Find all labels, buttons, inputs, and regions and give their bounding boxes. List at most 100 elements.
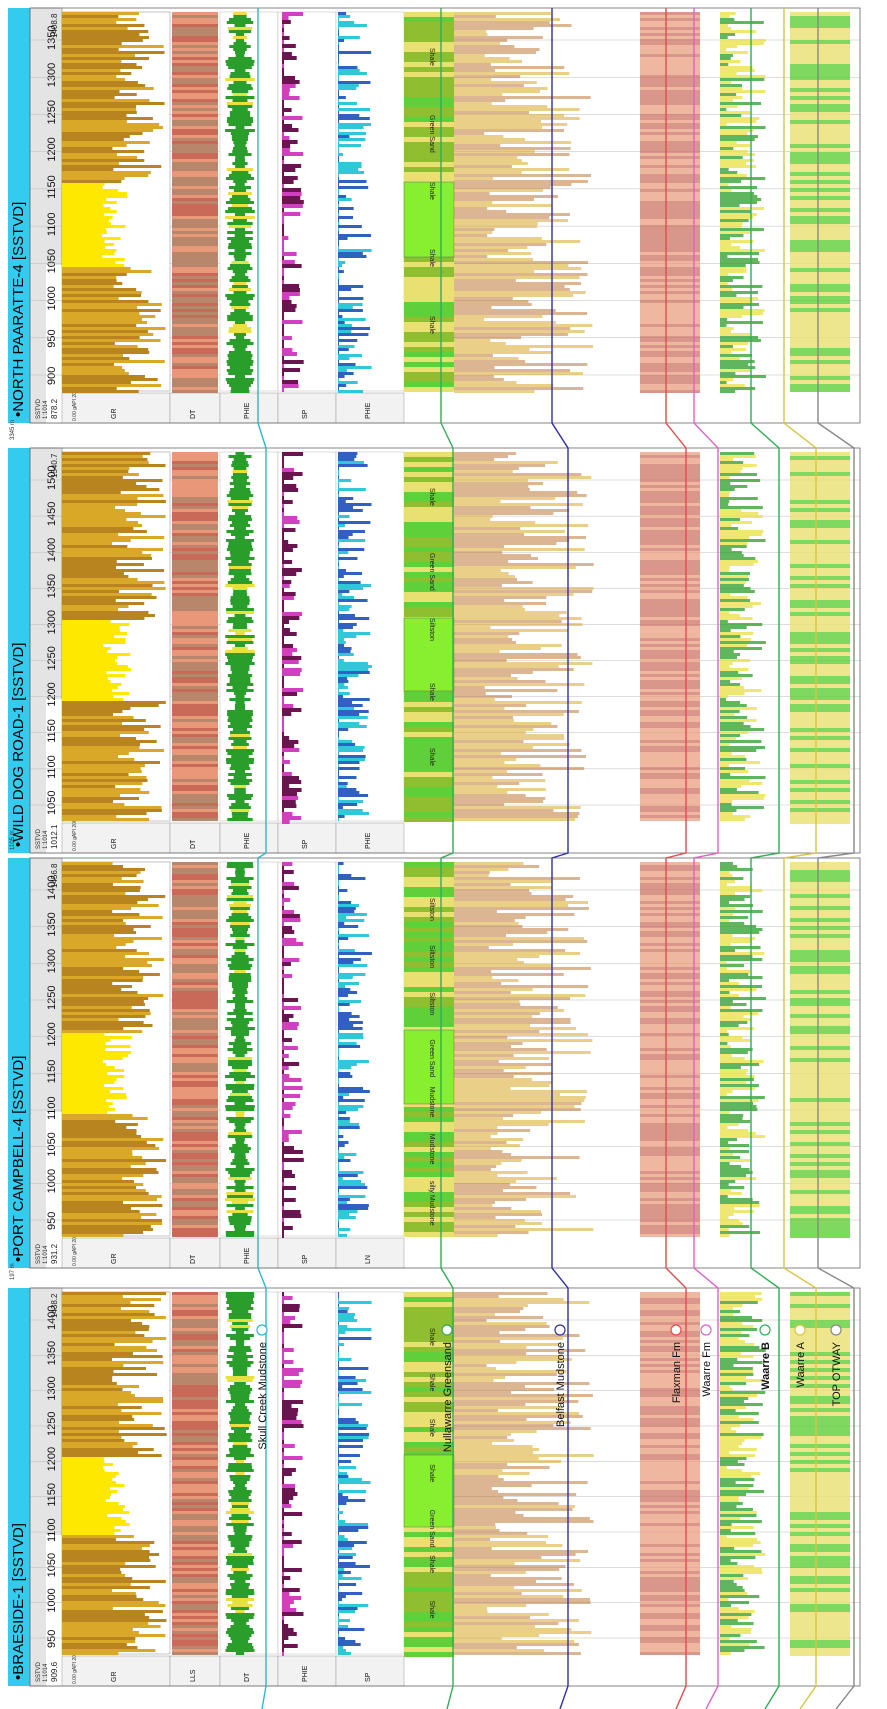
- track-headers: GR DT PHIE SP PHIE 0.00 gAPI 200.00: [61, 812, 405, 854]
- depth-tick-label: 1250: [46, 986, 58, 1010]
- depth-tick-label: 1400: [46, 876, 58, 900]
- sp-log-track: [277, 861, 337, 1238]
- horizon-label: Waarre A: [795, 1341, 807, 1387]
- well-gap-label: 3345 m: [10, 420, 16, 440]
- horizon-line: [783, 8, 817, 1709]
- horizon-label: Flaxman Fm: [671, 1342, 683, 1403]
- depth-tick-label: 1350: [46, 912, 58, 936]
- lithology-label: Shale: [428, 488, 435, 506]
- depth-tick-label: 1150: [46, 175, 58, 199]
- curve-name: LN: [365, 1255, 372, 1264]
- horizon-line: [693, 8, 719, 1709]
- lithology-label: Mudstone: [428, 1087, 435, 1118]
- depth-tick-label: 1300: [46, 610, 58, 634]
- depth-tick-label: 1150: [46, 719, 58, 743]
- depth-track: SSTVD 1:1014 909.6 1438.2 950 1000 1050 1100 115…: [29, 1287, 63, 1687]
- well-gap-label: 197 m: [10, 1263, 16, 1280]
- curve-name: PHIE: [302, 1665, 309, 1682]
- lithology-label: Shale: [428, 316, 435, 334]
- well-header: [8, 8, 30, 423]
- depth-tick-label: 1350: [46, 1341, 58, 1365]
- horizon-label: Belfast Mudstone: [555, 1342, 567, 1427]
- lithology-label: Siltston: [428, 992, 435, 1015]
- sp-log-track: [277, 451, 337, 824]
- depth-tick-label: 1300: [46, 1376, 58, 1400]
- curve-name: PHIE: [244, 832, 251, 849]
- depth-tick-label: 1100: [46, 755, 58, 779]
- lithology-label: Green Sand: [428, 1039, 435, 1077]
- depth-tick-label: 1000: [46, 1588, 58, 1612]
- curve-name: SP: [302, 839, 309, 849]
- lithology-track: Shale Green Sand Shale Shale Shale: [403, 12, 455, 392]
- well-name: •WILD DOG ROAD-1 [SSTVD]: [10, 643, 27, 847]
- well-header: [8, 858, 30, 1268]
- track-headers: GR DT PHIE SP LN 0.00 gAPI 200.00: [61, 1227, 405, 1269]
- horizon-marker-icon: [670, 1324, 682, 1336]
- lithology-track: Shale Shale Shale Shale Green Sand Shale Shale: [403, 1292, 455, 1657]
- curve-name: DT: [244, 1672, 251, 1682]
- horizon-label: Nullawarre Greensand: [442, 1342, 454, 1452]
- scale-label: 1:1014: [43, 1245, 49, 1264]
- lithology-label: Shale: [428, 1601, 435, 1619]
- top-depth-value: 878.2: [50, 398, 59, 419]
- top-depth-value: 909.6: [50, 1661, 59, 1682]
- gr-scale-label: 0.00 gAPI 200.00: [72, 382, 78, 421]
- gr-log-track: [61, 11, 171, 393]
- extra-log-area: [454, 862, 850, 1238]
- top-depth-value: 931.2: [50, 1243, 59, 1264]
- well-gap-label: 1105 m: [10, 830, 16, 850]
- top-depth-value: 1012.1: [50, 824, 59, 849]
- track-headers: GR LLS DT PHIE SP 0.00 gAPI 200.00: [61, 1645, 405, 1687]
- bottom-depth-value: 1456.8: [50, 863, 59, 888]
- depth-tick-label: 950: [46, 1212, 58, 1230]
- horizon-label: Waarre Fm: [701, 1342, 713, 1397]
- phie2-log-track: [335, 451, 405, 822]
- depth-tick-label: 1050: [46, 249, 58, 273]
- curve-name: GR: [111, 1254, 118, 1265]
- horizon-label: Skull Creek Mudstone: [257, 1342, 269, 1450]
- reference-label: SSTVD: [36, 1243, 42, 1264]
- curve-name: DT: [190, 409, 197, 419]
- reference-label: SSTVD: [36, 398, 42, 419]
- phie2-log-track: [335, 1291, 405, 1655]
- curve-name: SP: [302, 409, 309, 419]
- scale-label: 1:1014: [43, 830, 49, 849]
- bottom-depth-value: 1540.7: [50, 453, 59, 478]
- dt-log-track: [172, 862, 218, 1237]
- depth-tick-label: 1050: [46, 1553, 58, 1577]
- depth-tick-label: 1200: [46, 682, 58, 706]
- scale-label: 1:1014: [43, 400, 49, 419]
- lithology-label: Shale: [428, 1555, 435, 1573]
- horizon-marker-icon: [759, 1324, 771, 1336]
- curve-name: PHIE: [365, 832, 372, 849]
- depth-tick-label: 1050: [46, 1132, 58, 1156]
- horizon-line: [440, 8, 454, 1709]
- horizon-marker-icon: [554, 1324, 566, 1336]
- scale-label: 1:1014: [43, 1663, 49, 1682]
- gr-scale-label: 0.00 gAPI 200.00: [72, 812, 78, 851]
- dt-log-track: [172, 1292, 218, 1655]
- lithology-label: Shale: [428, 48, 435, 66]
- lithology-label: Shale: [428, 1464, 435, 1482]
- depth-tick-label: 1250: [46, 1412, 58, 1436]
- lithology-label: Mudstone: [428, 1134, 435, 1165]
- curve-name: PHIE: [244, 1247, 251, 1264]
- depth-track: SSTVD 1:1014 1012.1 1540.7 1050 1100 1150 1200 1…: [29, 447, 63, 854]
- horizon-line: [750, 8, 780, 1709]
- sp-log-track: [277, 11, 337, 392]
- lithology-label: Shale: [428, 249, 435, 267]
- curve-name: PHIE: [244, 402, 251, 419]
- well-band-3: •PORT CAMPBELL-4 [SSTVD] SSTVD 1:1014 931.2…: [8, 857, 861, 1269]
- curve-name: LLS: [190, 1669, 197, 1682]
- curve-name: GR: [111, 409, 118, 420]
- sp-log-track: [277, 1291, 337, 1656]
- well-band-4: •BRAESIDE-1 [SSTVD] SSTVD 1:1014 909.6 1438.…: [8, 1287, 861, 1687]
- depth-tick-label: 1350: [46, 574, 58, 598]
- lithology-label: Green Sand: [428, 115, 435, 153]
- horizon-line: [257, 8, 267, 1709]
- lithology-label: Green Sand: [428, 1510, 435, 1548]
- gr-log-track: [61, 1291, 171, 1655]
- horizon-line: [817, 8, 855, 1709]
- curve-name: SP: [302, 1254, 309, 1264]
- well-name: •PORT CAMPBELL-4 [SSTVD]: [10, 1056, 27, 1262]
